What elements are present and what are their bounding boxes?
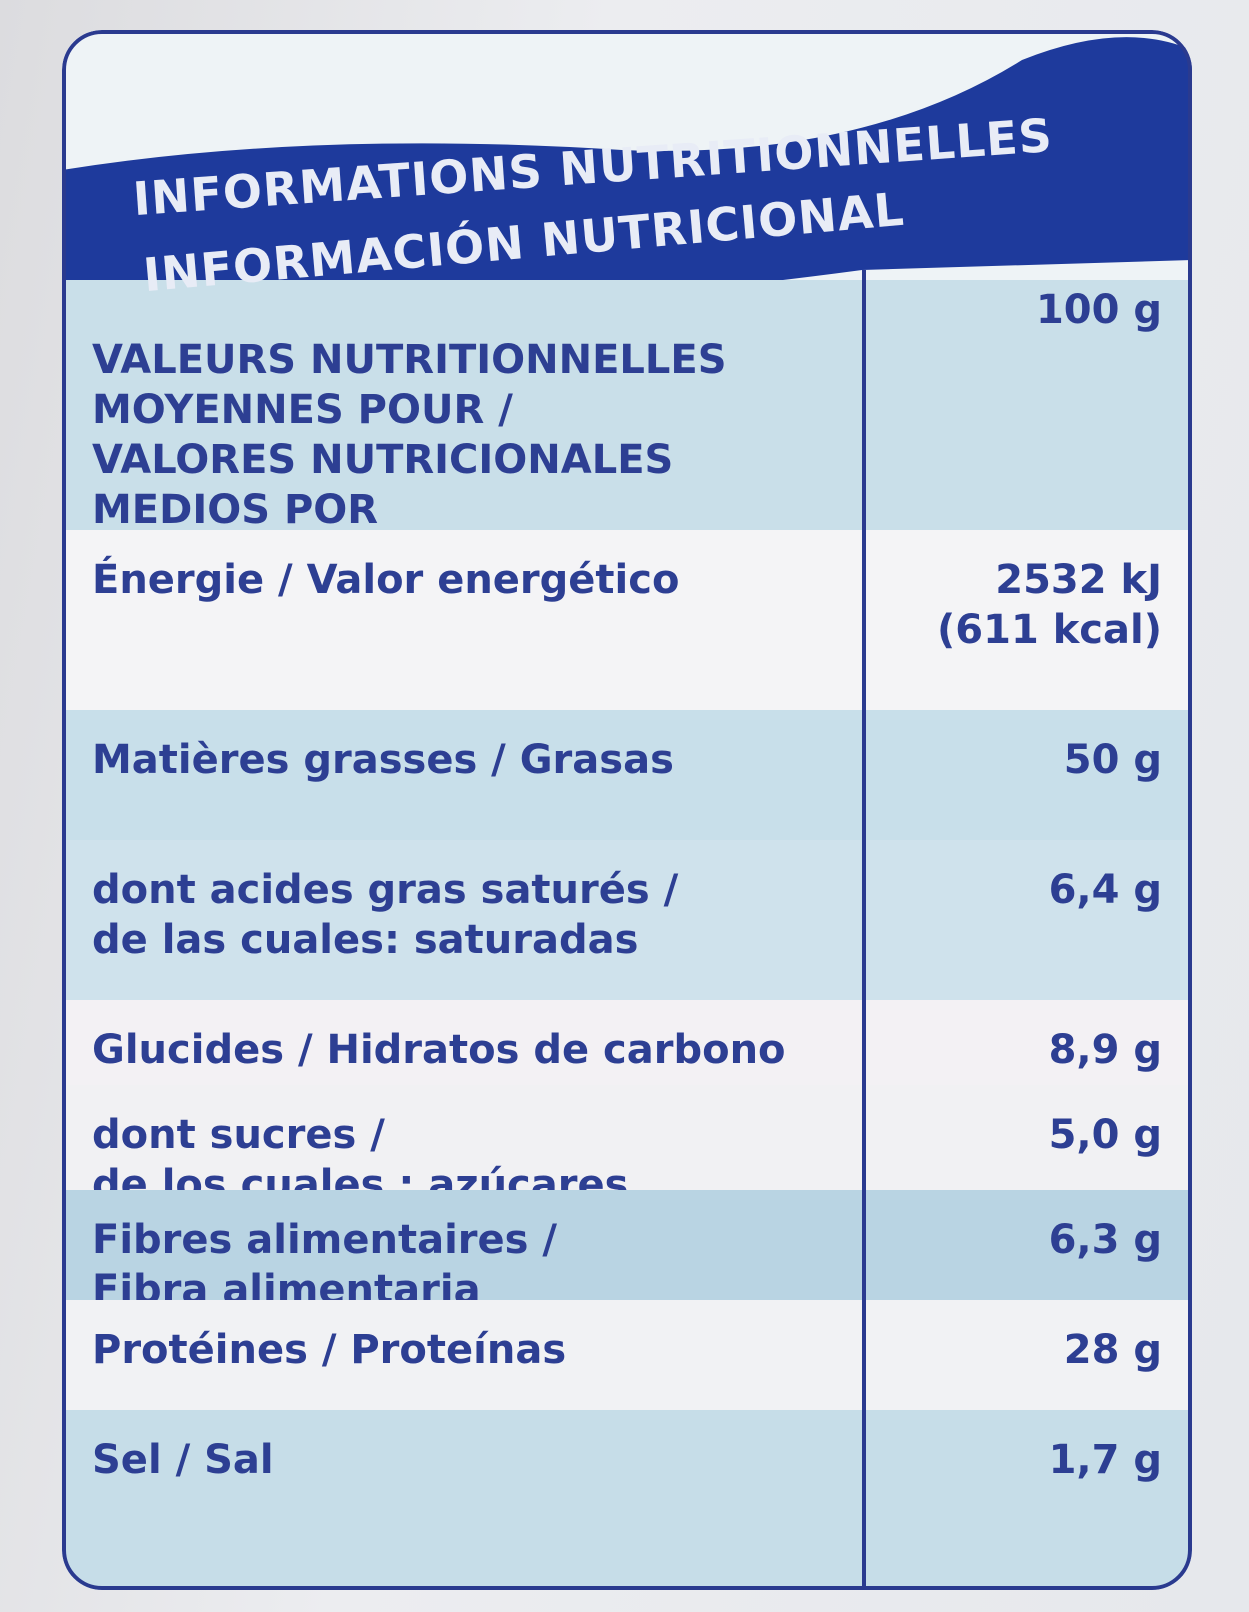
table-border bbox=[62, 30, 1192, 1590]
table-row: Fibres alimentaires / Fibra alimentaria 6,… bbox=[62, 1190, 1192, 1313]
table-row: Sel / Sal 1,7 g bbox=[62, 1410, 1192, 1590]
nutrient-value: 1,7 g bbox=[872, 1435, 1162, 1485]
nutrient-value: 2532 kJ (611 kcal) bbox=[872, 555, 1162, 655]
nutrient-value: 8,9 g bbox=[872, 1025, 1162, 1075]
text-line: Matières grasses / Grasas bbox=[92, 737, 674, 783]
header-banner bbox=[62, 30, 1192, 331]
text-line: MOYENNES POUR / bbox=[92, 387, 513, 433]
nutrient-value: 5,0 g bbox=[872, 1110, 1162, 1160]
text-line: 6,3 g bbox=[1048, 1217, 1162, 1263]
text-line: 50 g bbox=[1063, 737, 1162, 783]
nutrient-value: 50 g bbox=[872, 735, 1162, 785]
nutrient-label: Matières grasses / Grasas bbox=[92, 735, 852, 785]
column-divider bbox=[862, 270, 866, 1590]
text-line: 2532 kJ bbox=[995, 557, 1162, 603]
nutrient-label: Glucides / Hidratos de carbono bbox=[92, 1025, 852, 1075]
nutrient-value: 6,4 g bbox=[872, 865, 1162, 915]
text-line: dont acides gras saturés / bbox=[92, 867, 679, 913]
nutrient-label: dont acides gras saturés / de las cuales:… bbox=[92, 865, 852, 965]
text-line: VALORES NUTRICIONALES bbox=[92, 437, 674, 483]
text-line: VALEURS NUTRITIONNELLES bbox=[92, 337, 727, 383]
text-line: dont sucres / bbox=[92, 1112, 385, 1158]
nutrient-label: Sel / Sal bbox=[92, 1435, 852, 1485]
nutrient-value: 6,3 g bbox=[872, 1215, 1162, 1265]
table-row: Protéines / Proteínas 28 g bbox=[62, 1300, 1192, 1410]
text-line: Protéines / Proteínas bbox=[92, 1327, 567, 1373]
text-line: 28 g bbox=[1063, 1327, 1162, 1373]
nutrient-value: 28 g bbox=[872, 1325, 1162, 1375]
table-row: Matières grasses / Grasas 50 g bbox=[62, 710, 1192, 840]
nutrient-label: Protéines / Proteínas bbox=[92, 1325, 852, 1375]
text-line: de las cuales: saturadas bbox=[92, 917, 639, 963]
text-line: Énergie / Valor energético bbox=[92, 557, 680, 603]
table-header: VALEURS NUTRITIONNELLES MOYENNES POUR / VA… bbox=[62, 280, 1192, 533]
text-line: MEDIOS POR bbox=[92, 487, 379, 533]
nutrition-label: VALEURS NUTRITIONNELLES MOYENNES POUR / VA… bbox=[62, 30, 1192, 1590]
text-line: (611 kcal) bbox=[937, 607, 1162, 653]
table-row: dont acides gras saturés / de las cuales:… bbox=[62, 840, 1192, 1000]
table-row: Énergie / Valor energético 2532 kJ (611 kc… bbox=[62, 530, 1192, 710]
text-line: 1,7 g bbox=[1048, 1437, 1162, 1483]
text-line: Sel / Sal bbox=[92, 1437, 274, 1483]
text-line: 5,0 g bbox=[1048, 1112, 1162, 1158]
text-line: 6,4 g bbox=[1048, 867, 1162, 913]
nutrient-value: 100 g bbox=[872, 285, 1162, 335]
nutrient-label: VALEURS NUTRITIONNELLES MOYENNES POUR / VA… bbox=[92, 335, 852, 535]
table-row: Glucides / Hidratos de carbono 8,9 g bbox=[62, 1000, 1192, 1085]
text-line: 100 g bbox=[1035, 287, 1162, 333]
text-line: Glucides / Hidratos de carbono bbox=[92, 1027, 786, 1073]
nutrient-label: Énergie / Valor energético bbox=[92, 555, 852, 605]
text-line: Fibres alimentaires / bbox=[92, 1217, 557, 1263]
text-line: 8,9 g bbox=[1048, 1027, 1162, 1073]
